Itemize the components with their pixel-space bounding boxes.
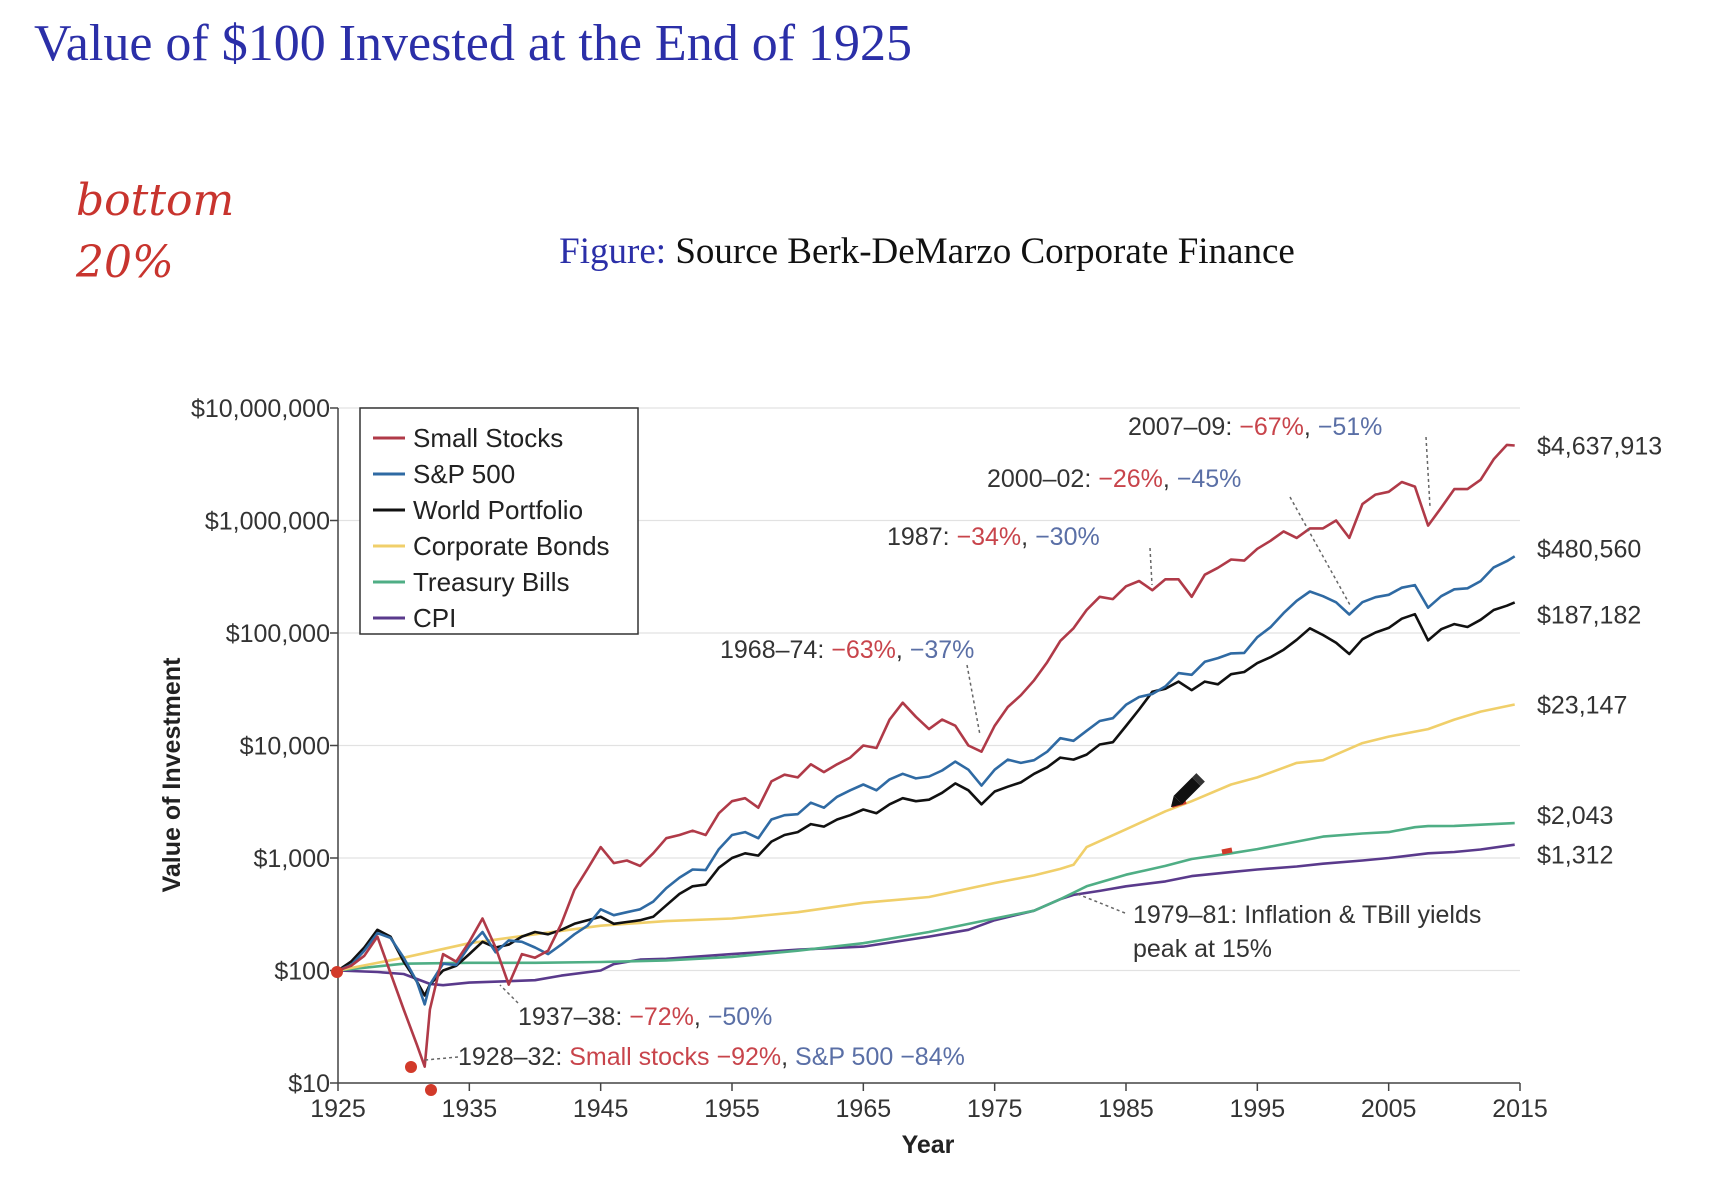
slide-title: Value of $100 Invested at the End of 192… bbox=[34, 15, 913, 72]
annotation-1937-38-sp: −50% bbox=[708, 1003, 773, 1031]
annotation-1928-32-sep: , bbox=[781, 1043, 795, 1071]
annotation-1968-74: 1968–74: −63%, −37% bbox=[720, 636, 974, 664]
handwritten-note-line-1: bottom bbox=[76, 175, 235, 226]
y-tick-label: $10 bbox=[288, 1070, 330, 1098]
leader-1928 bbox=[424, 1056, 459, 1061]
annotation-1968-74-sep: , bbox=[896, 636, 910, 664]
series-line-corp-bonds bbox=[337, 703, 1515, 972]
chart-legend: Small Stocks S&P 500 World Portfolio Corpor… bbox=[359, 407, 639, 635]
handwritten-note: bottom 20% bbox=[76, 170, 234, 294]
annotation-1928-32-sp: S&P 500 −84% bbox=[795, 1043, 965, 1071]
x-tick-label: 1975 bbox=[967, 1095, 1023, 1123]
series-line-cpi bbox=[337, 843, 1515, 987]
legend-label-world: World Portfolio bbox=[413, 495, 583, 525]
annotation-1937-38-small: −72% bbox=[629, 1003, 694, 1031]
annotation-2007-09: 2007–09: −67%, −51% bbox=[1128, 413, 1382, 441]
y-tick-label: $100,000 bbox=[226, 620, 330, 648]
pen-dot bbox=[425, 1084, 437, 1096]
annotation-2000-02-sep: , bbox=[1163, 465, 1177, 493]
figure-caption-label: Figure: bbox=[559, 231, 667, 272]
legend-label-tbills: Treasury Bills bbox=[413, 567, 570, 597]
annotation-1937-38-sep: , bbox=[694, 1003, 708, 1031]
annotation-1937-38: 1937–38: −72%, −50% bbox=[518, 1003, 772, 1031]
y-tick-labels: $10 $100 $1,000 $10,000 $100,000 $1,000,000 $1… bbox=[191, 395, 330, 1098]
annotation-leaders bbox=[424, 436, 1431, 1061]
x-tick-label: 1945 bbox=[573, 1095, 629, 1123]
annotation-2000-02-sp: −45% bbox=[1177, 465, 1242, 493]
end-label-sp500: $480,560 bbox=[1537, 535, 1641, 563]
annotation-1928-32-label: 1928–32: bbox=[458, 1043, 569, 1071]
pen-dot bbox=[331, 966, 343, 978]
end-label-corp-bonds: $23,147 bbox=[1537, 691, 1627, 719]
leader-1979 bbox=[1074, 892, 1126, 914]
annotation-1979-81-line-1: 1979–81: Inflation & TBill yields bbox=[1133, 901, 1481, 929]
annotation-1987-sep: , bbox=[1021, 523, 1035, 551]
annotation-1937-38-label: 1937–38: bbox=[518, 1003, 629, 1031]
end-label-tbills: $2,043 bbox=[1537, 802, 1613, 830]
x-tick-label: 1935 bbox=[442, 1095, 498, 1123]
annotation-2007-09-sep: , bbox=[1304, 413, 1318, 441]
x-tick-label: 1965 bbox=[836, 1095, 892, 1123]
end-label-small-stocks: $4,637,913 bbox=[1537, 433, 1662, 461]
annotation-1968-74-small: −63% bbox=[831, 636, 896, 664]
leader-2000 bbox=[1289, 496, 1351, 606]
annotation-1968-74-sp: −37% bbox=[910, 636, 975, 664]
annotation-2000-02: 2000–02: −26%, −45% bbox=[987, 465, 1241, 493]
series-line-small-stocks bbox=[337, 443, 1515, 1068]
annotation-2007-09-label: 2007–09: bbox=[1128, 413, 1239, 441]
annotation-1979-81-line-2: peak at 15% bbox=[1133, 935, 1272, 963]
x-tick-label: 1995 bbox=[1230, 1095, 1286, 1123]
series-line-sp500 bbox=[337, 555, 1516, 1006]
annotation-2007-09-sp: −51% bbox=[1318, 413, 1383, 441]
legend-label-corp-bonds: Corporate Bonds bbox=[413, 531, 610, 561]
y-tick-label: $1,000 bbox=[254, 845, 330, 873]
leader-1937 bbox=[499, 984, 519, 1004]
pencil-cursor-icon bbox=[1170, 773, 1205, 808]
figure-caption: Figure: Source Berk-DeMarzo Corporate Fi… bbox=[0, 230, 1734, 273]
annotation-1987-small: −34% bbox=[957, 523, 1022, 551]
pen-dot bbox=[405, 1061, 417, 1073]
y-axis-label: Value of Investment bbox=[158, 657, 186, 892]
annotation-1987: 1987: −34%, −30% bbox=[887, 523, 1100, 551]
x-tick-label: 1985 bbox=[1098, 1095, 1154, 1123]
leader-2007 bbox=[1425, 436, 1431, 508]
y-tick-label: $100 bbox=[274, 958, 330, 986]
y-tick-label: $1,000,000 bbox=[205, 508, 330, 536]
legend-box bbox=[359, 407, 639, 635]
annotation-1928-32: 1928–32: Small stocks −92%, S&P 500 −84% bbox=[458, 1043, 965, 1071]
annotation-1928-32-small: Small stocks −92% bbox=[569, 1043, 781, 1071]
x-axis-label: Year bbox=[902, 1131, 955, 1159]
x-tick-label: 1955 bbox=[704, 1095, 760, 1123]
annotation-1968-74-label: 1968–74: bbox=[720, 636, 831, 664]
x-tick-labels: 1925 1935 1945 1955 1965 1975 1985 1995 2005 2015 bbox=[310, 1095, 1548, 1123]
annotation-2007-09-small: −67% bbox=[1239, 413, 1304, 441]
y-tick-label: $10,000 bbox=[240, 733, 330, 761]
legend-label-cpi: CPI bbox=[413, 603, 456, 633]
series-line-world bbox=[337, 601, 1516, 997]
x-tick-label: 2015 bbox=[1492, 1095, 1548, 1123]
end-label-cpi: $1,312 bbox=[1537, 842, 1613, 870]
annotation-2000-02-small: −26% bbox=[1098, 465, 1163, 493]
pen-stroke bbox=[1221, 847, 1233, 855]
end-label-world: $187,182 bbox=[1537, 601, 1641, 629]
x-tick-label: 2005 bbox=[1361, 1095, 1417, 1123]
leader-1987 bbox=[1149, 547, 1153, 586]
legend-label-sp500: S&P 500 bbox=[413, 459, 515, 489]
legend-items: Small Stocks S&P 500 World Portfolio Corpor… bbox=[373, 423, 610, 633]
annotation-1987-label: 1987: bbox=[887, 523, 957, 551]
annotation-1987-sp: −30% bbox=[1035, 523, 1100, 551]
chart-series bbox=[337, 443, 1516, 1068]
figure-caption-text: Source Berk-DeMarzo Corporate Finance bbox=[666, 231, 1295, 272]
legend-label-small-stocks: Small Stocks bbox=[413, 423, 563, 453]
annotation-2000-02-label: 2000–02: bbox=[987, 465, 1098, 493]
series-end-labels: $4,637,913 $480,560 $187,182 $23,147 $2,043 $… bbox=[1537, 433, 1662, 870]
leader-1968 bbox=[966, 664, 981, 736]
x-tick-label: 1925 bbox=[310, 1095, 366, 1123]
series-line-tbills bbox=[337, 821, 1515, 972]
handwritten-note-line-2: 20% bbox=[76, 237, 174, 288]
y-tick-label: $10,000,000 bbox=[191, 395, 330, 423]
